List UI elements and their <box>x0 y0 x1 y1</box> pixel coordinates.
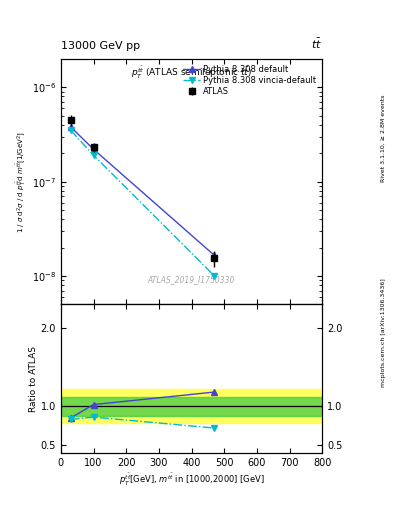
Text: Rivet 3.1.10, ≥ 2.8M events: Rivet 3.1.10, ≥ 2.8M events <box>381 95 386 182</box>
Pythia 8.308 vincia-default <box>91 152 96 158</box>
Line: Pythia 8.308 default: Pythia 8.308 default <box>68 124 218 259</box>
Text: 13000 GeV pp: 13000 GeV pp <box>61 41 140 51</box>
Y-axis label: Ratio to ATLAS: Ratio to ATLAS <box>29 346 38 412</box>
Legend: Pythia 8.308 default, Pythia 8.308 vincia-default, ATLAS: Pythia 8.308 default, Pythia 8.308 vinci… <box>182 63 318 98</box>
X-axis label: $p_T^{t\bar{t}}$[GeV], $m^{t\bar{t}}$ in [1000,2000] [GeV]: $p_T^{t\bar{t}}$[GeV], $m^{t\bar{t}}$ in… <box>119 472 264 488</box>
Pythia 8.308 vincia-default <box>212 273 217 279</box>
Pythia 8.308 default <box>68 124 73 130</box>
Text: mcplots.cern.ch [arXiv:1306.3436]: mcplots.cern.ch [arXiv:1306.3436] <box>381 279 386 387</box>
Line: Pythia 8.308 vincia-default: Pythia 8.308 vincia-default <box>68 127 218 279</box>
Pythia 8.308 default <box>91 146 96 153</box>
Pythia 8.308 vincia-default <box>68 127 73 133</box>
Y-axis label: 1 / $\sigma$ d$^2\sigma$ / d $p_T^{t\bar{t}}$d $m^{t\bar{t}}$[1/GeV$^2$]: 1 / $\sigma$ d$^2\sigma$ / d $p_T^{t\bar… <box>15 131 29 232</box>
Text: $t\bar{t}$: $t\bar{t}$ <box>311 37 322 51</box>
Pythia 8.308 default <box>212 252 217 259</box>
Text: $p_T^{t\bar{t}}$ (ATLAS semileptonic t$\bar{t}$): $p_T^{t\bar{t}}$ (ATLAS semileptonic t$\… <box>131 65 252 81</box>
Text: ATLAS_2019_I1750330: ATLAS_2019_I1750330 <box>148 275 235 284</box>
